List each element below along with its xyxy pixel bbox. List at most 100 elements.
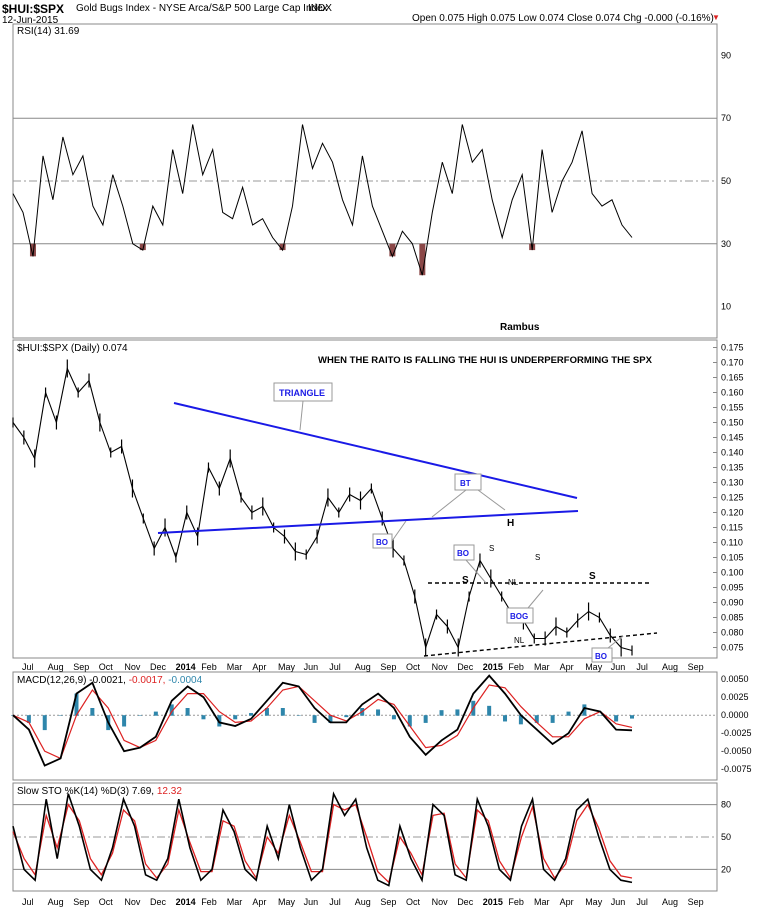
sto-panel: 20 50 80: [12, 791, 731, 887]
y-tick-label: 0.125: [721, 493, 744, 503]
svg-text:BO: BO: [376, 538, 388, 547]
x-tick-label: Aug: [355, 662, 371, 672]
x-tick-label: Nov: [124, 662, 141, 672]
x-tick-label: May: [278, 897, 296, 907]
price-legend: $HUI:$SPX (Daily) 0.074: [17, 343, 128, 354]
macd-histogram-bar: [296, 715, 301, 716]
x-tick-label: Jun: [304, 662, 319, 672]
y-tick-label: 0.120: [721, 508, 744, 518]
x-tick-label: Apr: [252, 662, 266, 672]
macd-panel-frame: [12, 671, 718, 781]
x-tick-label: Jul: [22, 897, 34, 907]
triangle-lower-line: [157, 510, 579, 534]
macd-histogram-bar: [26, 715, 31, 723]
shoulder-label-1: S: [462, 575, 469, 586]
chart-symbol: $HUI:$SPX: [2, 2, 65, 16]
bog-callout: BOG: [506, 589, 544, 624]
x-tick-label: Dec: [150, 897, 167, 907]
y-tick-label: 0.100: [721, 568, 744, 578]
macd-histogram-bar: [312, 715, 317, 723]
macd-legend: MACD(12,26,9) -0.0021, -0.0017, -0.0004: [17, 675, 203, 686]
macd-histogram-bar: [423, 715, 428, 723]
y-tick-label: 0.085: [721, 613, 744, 623]
svg-text:BO: BO: [457, 549, 469, 558]
x-tick-label: Jul: [329, 662, 341, 672]
rsi-legend: RSI(14) 31.69: [17, 26, 80, 37]
macd-histogram-bar: [550, 715, 555, 723]
y-tick-label: 0.0025: [721, 692, 749, 702]
y-tick-label: 70: [721, 113, 731, 123]
x-tick-label: Apr: [560, 662, 574, 672]
y-tick-label: -0.0075: [721, 764, 752, 774]
y-tick-label: 0.095: [721, 583, 744, 593]
y-tick-label: 0.0000: [721, 710, 749, 720]
x-tick-label: Sep: [380, 897, 396, 907]
ohlc-readout: Open 0.075 High 0.075 Low 0.074 Close 0.…: [412, 13, 714, 24]
svg-text:BO: BO: [595, 652, 607, 661]
macd-panel: 0.0050 0.0025 0.0000 -0.0025 -0.0050 -0.0075: [11, 674, 752, 774]
x-tick-label: Mar: [534, 897, 550, 907]
macd-signal-line: [12, 684, 633, 760]
x-tick-label: Jul: [329, 897, 341, 907]
macd-histogram-bar: [153, 711, 158, 716]
x-tick-label: Dec: [150, 662, 167, 672]
head-label: H: [507, 518, 514, 529]
x-tick-label: Mar: [227, 662, 243, 672]
macd-histogram-bar: [487, 705, 492, 716]
macd-histogram-bar: [169, 704, 174, 716]
rsi-oversold-fill: [139, 243, 146, 251]
x-tick-label: Sep: [688, 662, 704, 672]
shoulder-label-3: S: [535, 553, 540, 562]
y-tick-label: 20: [721, 864, 731, 874]
y-tick-label: 0.075: [721, 643, 744, 653]
rsi-oversold-fill: [279, 243, 286, 251]
rsi-oversold-fill: [29, 243, 36, 257]
sto-d-line: [12, 803, 633, 884]
x-tick-label: Mar: [227, 897, 243, 907]
x-tick-label: Aug: [662, 662, 678, 672]
rsi-oversold-fill: [389, 243, 396, 257]
sto-k-line: [12, 791, 633, 887]
price-panel: 0.075 0.080 0.085 0.090 0.095 0.100 0.105 0.110…: [12, 343, 744, 657]
y-tick-label: -0.0025: [721, 728, 752, 738]
bo-callout-3: BO: [591, 635, 624, 663]
rsi-oversold-fill: [419, 243, 426, 276]
x-tick-label: Aug: [48, 662, 64, 672]
x-tick-label: Apr: [252, 897, 266, 907]
macd-histogram-bar: [74, 693, 79, 716]
y-tick-label: 0.160: [721, 388, 744, 398]
macd-histogram-bar: [233, 715, 238, 720]
y-tick-label: 0.080: [721, 628, 744, 638]
x-tick-label: Apr: [560, 897, 574, 907]
rsi-panel: 10 30 50 70 90: [12, 50, 731, 312]
macd-histogram-bar: [58, 715, 63, 716]
triangle-callout: TRIANGLE: [273, 382, 333, 431]
sto-legend: Slow STO %K(14) %D(3) 7.69, 12.32: [17, 786, 182, 797]
x-tick-label: 2014: [176, 897, 196, 907]
macd-histogram-bar: [455, 709, 460, 716]
macd-histogram-bar: [582, 704, 587, 716]
x-tick-label: Sep: [688, 897, 704, 907]
neckline-label-1: NL: [508, 578, 519, 587]
macd-histogram-bar: [503, 715, 508, 722]
y-tick-label: 0.165: [721, 373, 744, 383]
x-tick-label: Nov: [124, 897, 141, 907]
y-tick-label: -0.0050: [721, 746, 752, 756]
x-tick-label: Feb: [508, 662, 524, 672]
x-tick-label: Oct: [406, 662, 421, 672]
x-tick-label: May: [585, 897, 603, 907]
x-tick-label: Oct: [99, 897, 114, 907]
shoulder-label-4: S: [589, 571, 596, 582]
macd-histogram-bar: [439, 710, 444, 716]
macd-histogram-bar: [598, 715, 603, 716]
x-tick-label: Feb: [201, 897, 217, 907]
macd-histogram-bar: [185, 708, 190, 716]
y-tick-label: 30: [721, 239, 731, 249]
svg-text:BT: BT: [460, 479, 471, 488]
y-tick-label: 0.090: [721, 598, 744, 608]
macd-histogram-bar: [201, 715, 206, 720]
y-tick-label: 0.140: [721, 448, 744, 458]
bo-callout-1: BO: [372, 520, 407, 549]
x-tick-label: 2015: [483, 662, 503, 672]
x-tick-label: Feb: [201, 662, 217, 672]
